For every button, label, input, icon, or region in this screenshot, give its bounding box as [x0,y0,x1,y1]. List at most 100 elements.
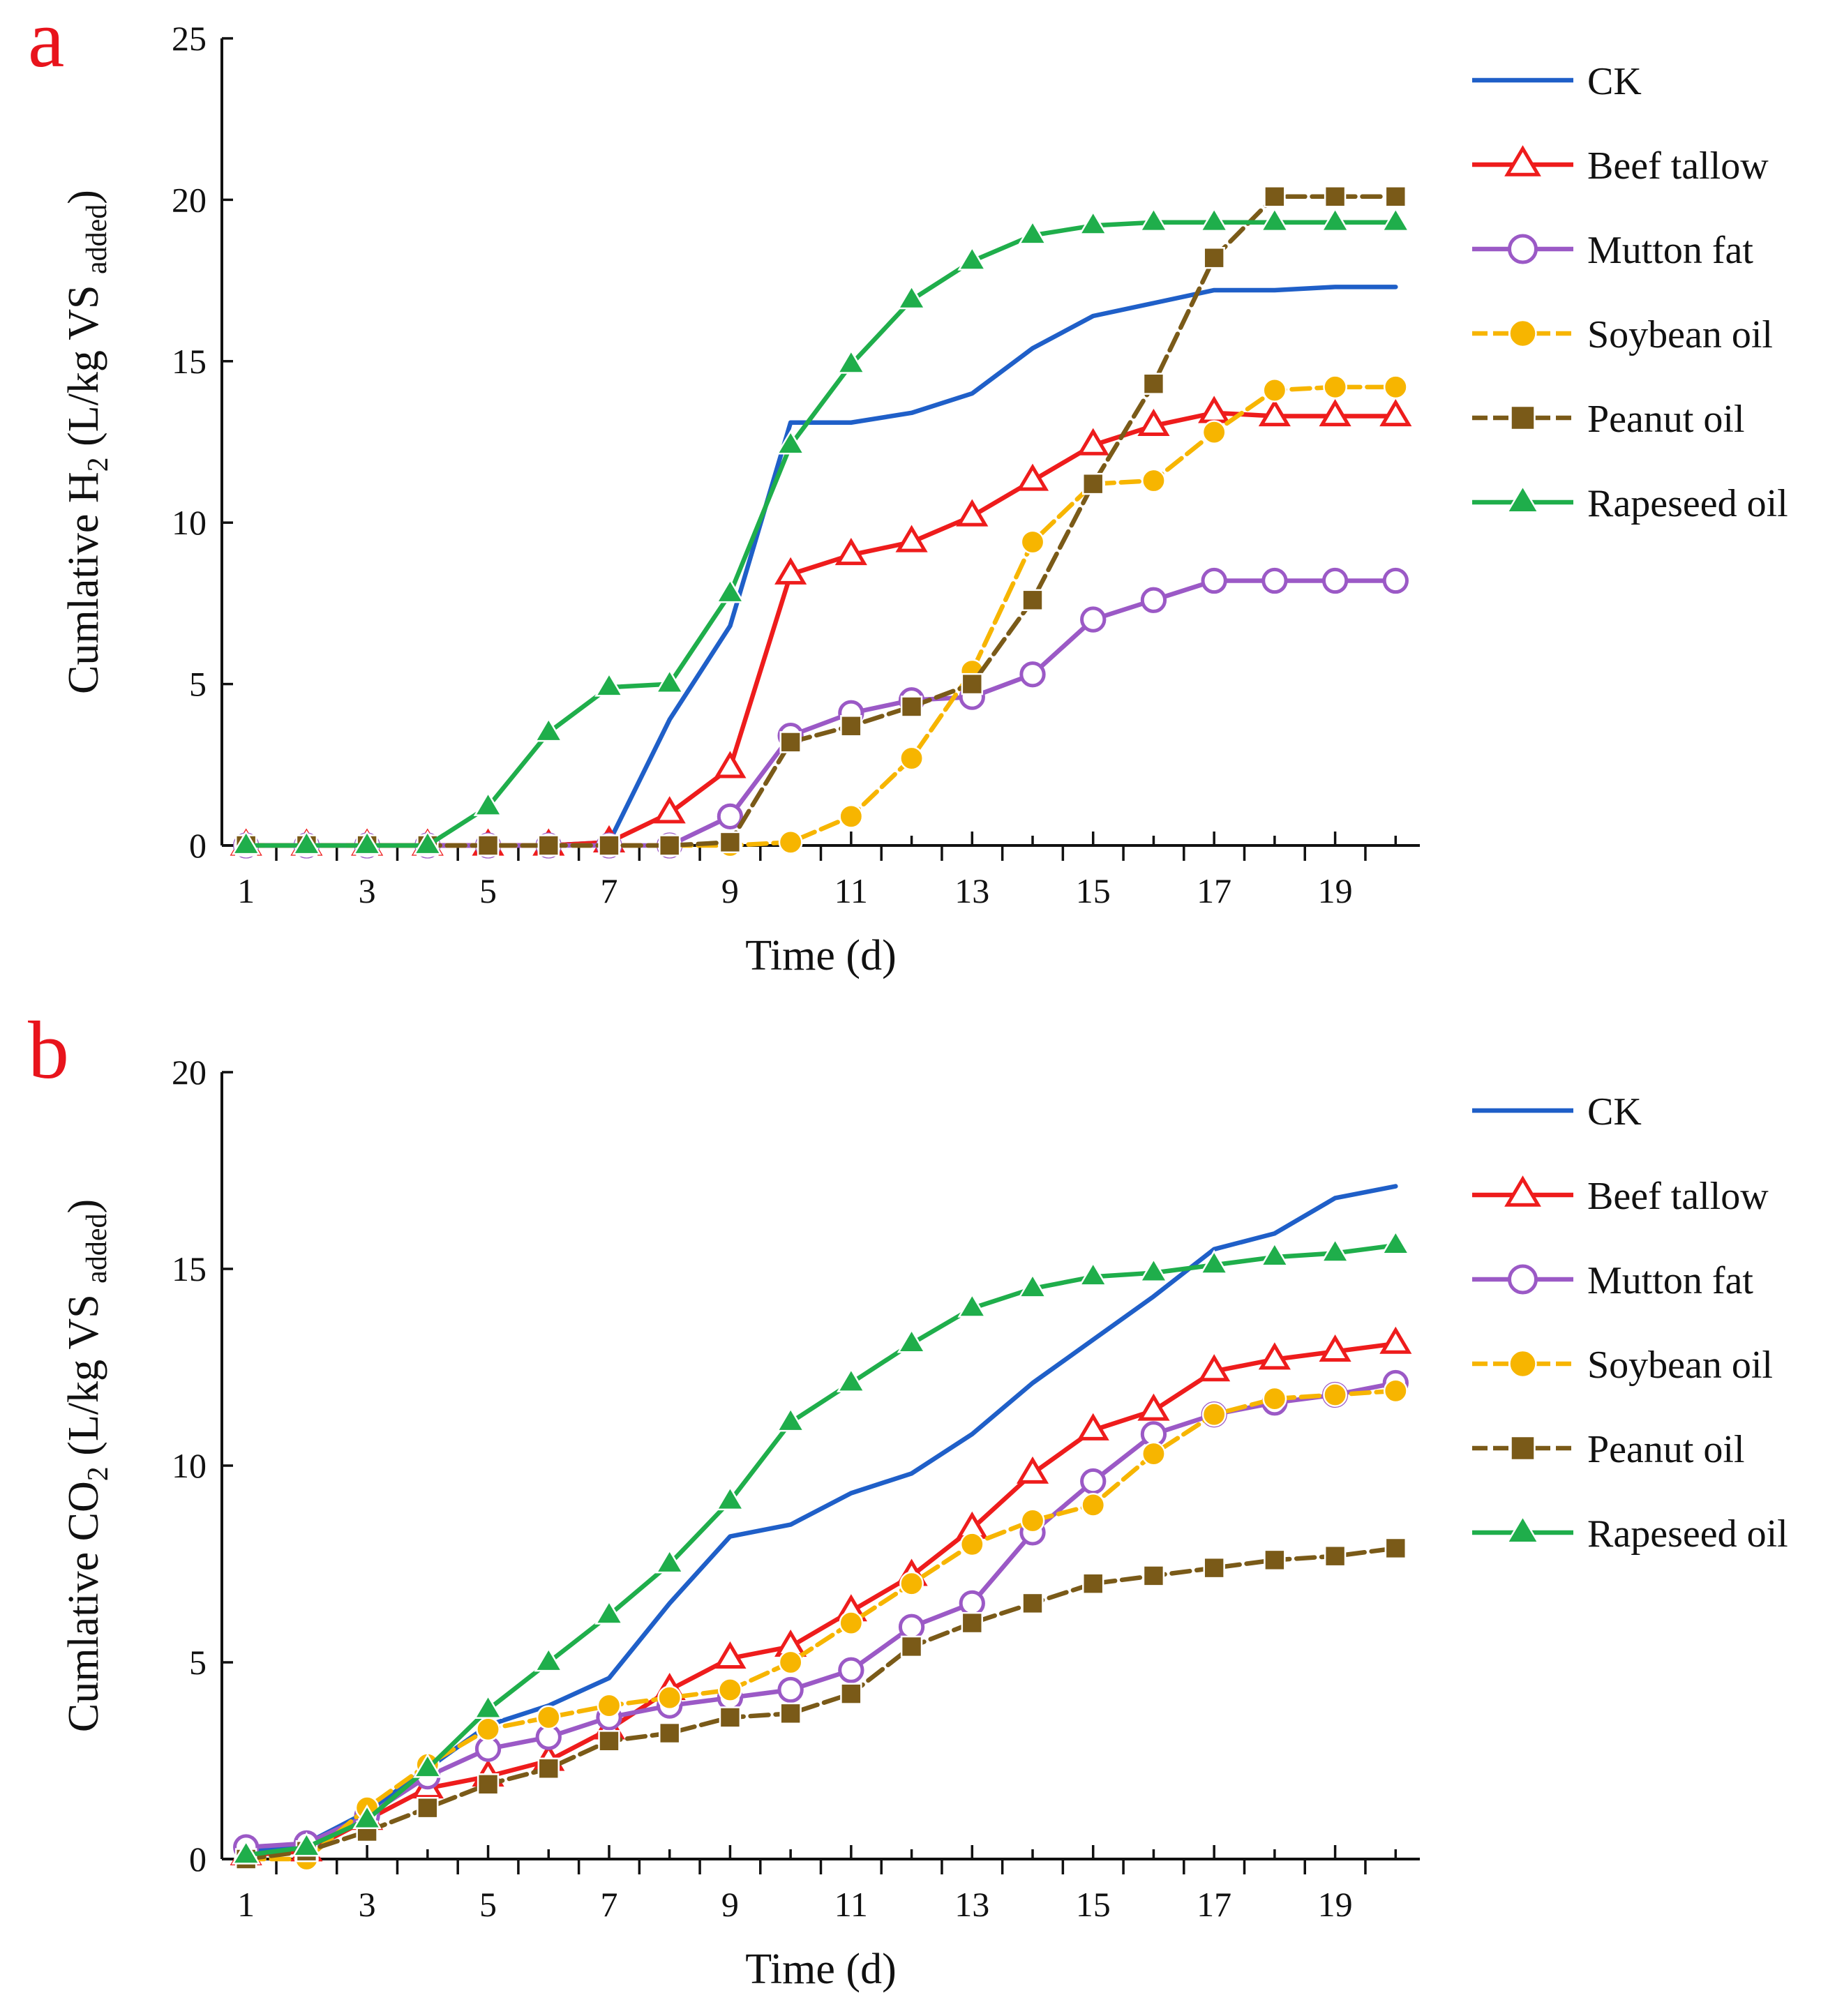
data-point [352,1804,382,1829]
legend-item: Soybean oil [1472,1344,1773,1387]
data-point [1324,1545,1347,1567]
data-point [840,1683,862,1705]
data-point [1077,428,1109,456]
data-point [1259,1242,1289,1267]
legend-label: Peanut oil [1587,1428,1745,1471]
data-point [1381,1230,1411,1255]
data-point [714,751,747,778]
data-point [1198,396,1231,423]
legend-label: CK [1587,60,1642,103]
legend-item: Rapeseed oil [1472,482,1788,525]
data-point [836,349,866,374]
y-axis-title: Cumlative CO2 (L/kg VS added) [60,1199,114,1732]
data-point [1140,587,1167,613]
x-tick-label: 7 [600,871,617,910]
y-tick-label: 25 [172,19,207,58]
data-point [1081,1493,1106,1517]
legend-marker [1506,1514,1540,1544]
data-point [1142,1565,1165,1587]
data-point [1020,1508,1045,1533]
data-point [898,1613,925,1640]
data-point [779,731,802,753]
data-point [653,796,686,824]
data-point [1078,210,1108,235]
x-tick-label: 11 [834,871,868,910]
series-rapeseed-oil [231,206,1411,855]
data-point [231,829,261,855]
series-rapeseed-oil [231,1230,1411,1865]
data-point [1077,1413,1109,1440]
x-axis-title: Time (d) [745,1946,896,1993]
data-point [1323,375,1347,400]
y-tick-label: 10 [172,503,207,542]
legend-marker [1508,1264,1538,1295]
data-point [1080,1468,1107,1495]
series-mutton-fat [233,567,1409,859]
x-tick-label: 17 [1197,1885,1231,1924]
data-point [1198,1354,1231,1382]
series-line [244,410,1398,848]
x-tick-label: 3 [359,871,376,910]
data-point [1381,206,1411,232]
legend-item: Beef tallow [1472,1175,1769,1218]
data-point [654,1548,684,1574]
series-line [244,578,1398,848]
data-point [536,1705,561,1730]
series-line [244,384,1398,848]
data-point [654,668,684,693]
x-tick-label: 19 [1318,1885,1353,1924]
legend: CK Beef tallow Mutton fat Soybean oil Peanut… [1472,60,1788,525]
data-point [776,430,806,455]
data-point [836,1367,866,1392]
data-point [714,1641,747,1669]
data-point [476,1717,500,1742]
data-point [594,1600,624,1625]
legend-item: CK [1472,60,1642,103]
series-peanut-oil [234,186,1407,857]
data-point [597,1693,622,1718]
legend-label: Mutton fat [1587,1259,1753,1302]
y-tick-label: 10 [172,1446,207,1485]
data-point [839,1611,864,1636]
x-tick-label: 5 [479,1885,497,1924]
data-point [834,538,867,566]
y-axis-title: Cumlative H2 (L/kg VS added) [60,190,114,694]
data-point [1016,463,1049,491]
series-peanut-oil [234,1537,1407,1870]
data-point [657,1685,682,1710]
data-point [838,1657,864,1683]
x-tick-label: 3 [359,1885,376,1924]
data-point [778,829,803,855]
data-point [598,834,620,857]
data-point [1016,1456,1049,1484]
series-line [244,220,1398,848]
data-point [897,284,927,310]
legend-item: Mutton fat [1472,229,1753,272]
y-tick-label: 0 [189,826,207,865]
x-tick-label: 9 [721,871,739,910]
legend-label: Beef tallow [1587,1175,1769,1218]
legend-marker [1510,405,1536,431]
data-point [1137,1393,1170,1421]
x-tick-label: 1 [237,1885,255,1924]
data-point [1080,606,1107,633]
data-point [659,834,681,857]
legend-marker [1508,319,1537,348]
data-point [899,1571,924,1596]
x-tick-label: 9 [721,1885,739,1924]
data-point [1320,206,1350,232]
data-point [352,829,382,855]
x-tick-label: 19 [1318,871,1353,910]
data-point [1258,1342,1291,1370]
data-point [1264,1549,1286,1572]
data-point [1262,378,1287,403]
data-point [1082,472,1104,495]
x-tick-label: 15 [1076,871,1111,910]
x-tick-label: 7 [600,1885,617,1924]
data-point [1021,589,1044,611]
legend-marker [1508,234,1538,264]
data-point [839,804,864,829]
data-point [292,829,322,855]
legend-marker [1510,1435,1536,1461]
